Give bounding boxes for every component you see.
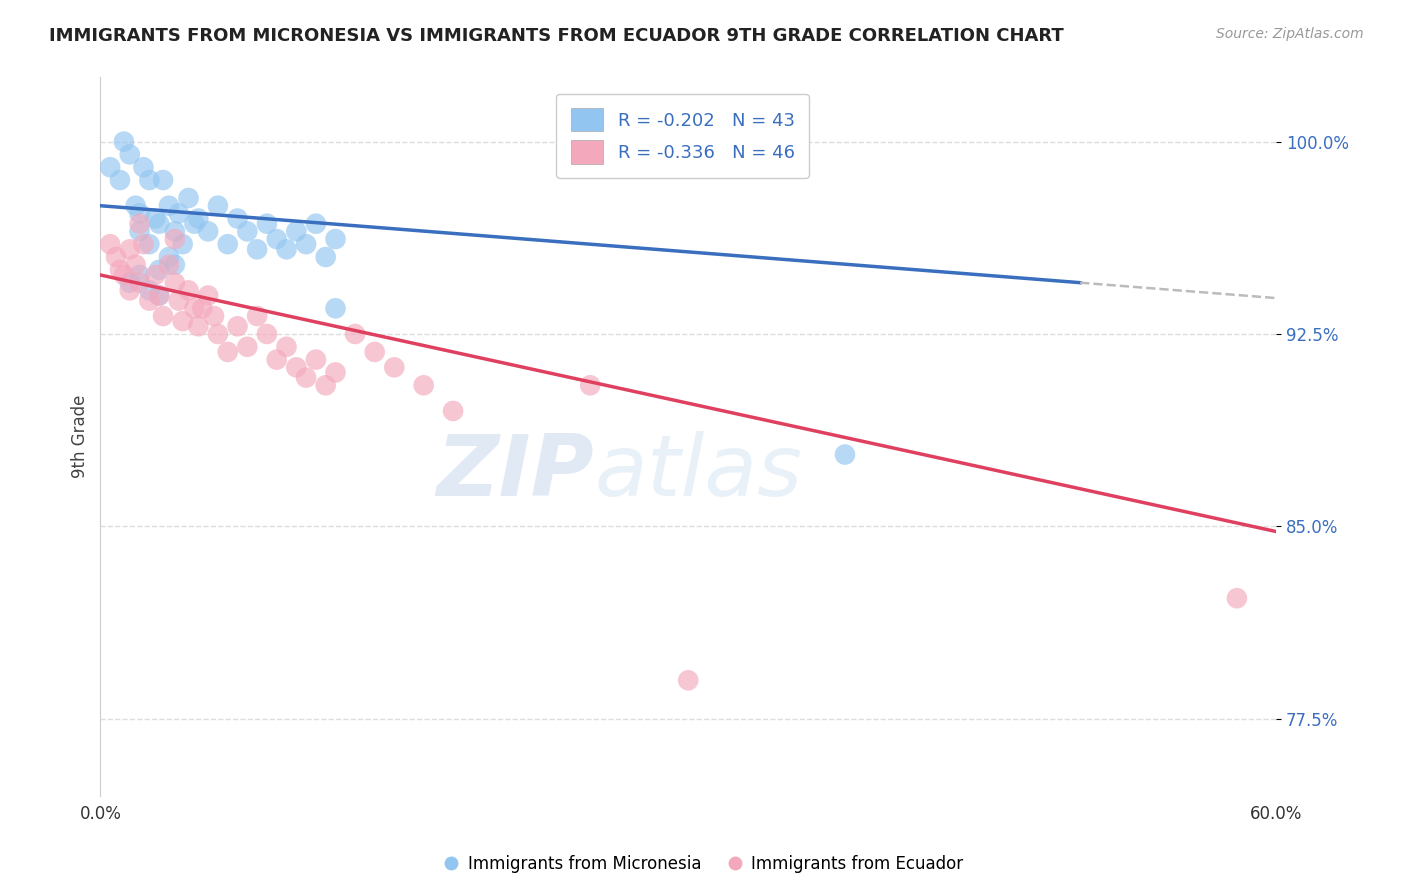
Point — [138, 284, 160, 298]
Point — [98, 160, 121, 174]
Point — [163, 224, 186, 238]
Point — [143, 211, 166, 226]
Point — [128, 224, 150, 238]
Point — [148, 263, 170, 277]
Point — [187, 319, 209, 334]
Point — [98, 237, 121, 252]
Point — [315, 250, 337, 264]
Point — [197, 288, 219, 302]
Point — [138, 237, 160, 252]
Point — [305, 217, 328, 231]
Text: atlas: atlas — [595, 431, 803, 514]
Point — [118, 147, 141, 161]
Point — [163, 232, 186, 246]
Point — [579, 378, 602, 392]
Point — [285, 224, 308, 238]
Point — [256, 326, 278, 341]
Point — [163, 276, 186, 290]
Point — [118, 243, 141, 257]
Point — [285, 360, 308, 375]
Point — [246, 309, 269, 323]
Point — [276, 340, 298, 354]
Point — [112, 268, 135, 282]
Point — [325, 366, 347, 380]
Y-axis label: 9th Grade: 9th Grade — [72, 395, 89, 478]
Point — [132, 237, 155, 252]
Point — [226, 319, 249, 334]
Point — [128, 217, 150, 231]
Point — [128, 268, 150, 282]
Point — [217, 345, 239, 359]
Point — [112, 135, 135, 149]
Point — [152, 309, 174, 323]
Point — [266, 352, 288, 367]
Point — [143, 268, 166, 282]
Point — [152, 173, 174, 187]
Point — [183, 217, 205, 231]
Point — [157, 199, 180, 213]
Point — [382, 360, 405, 375]
Point — [118, 284, 141, 298]
Point — [441, 404, 464, 418]
Point — [172, 314, 194, 328]
Point — [124, 199, 146, 213]
Point — [148, 288, 170, 302]
Point — [138, 293, 160, 308]
Point — [276, 243, 298, 257]
Point — [676, 673, 699, 688]
Point — [207, 326, 229, 341]
Point — [138, 173, 160, 187]
Text: Source: ZipAtlas.com: Source: ZipAtlas.com — [1216, 27, 1364, 41]
Point — [325, 301, 347, 316]
Point — [108, 173, 131, 187]
Point — [172, 237, 194, 252]
Legend: R = -0.202   N = 43, R = -0.336   N = 46: R = -0.202 N = 43, R = -0.336 N = 46 — [557, 94, 808, 178]
Legend: Immigrants from Micronesia, Immigrants from Ecuador: Immigrants from Micronesia, Immigrants f… — [436, 848, 970, 880]
Point — [1226, 591, 1249, 606]
Point — [834, 448, 856, 462]
Point — [266, 232, 288, 246]
Point — [124, 258, 146, 272]
Point — [363, 345, 385, 359]
Point — [167, 206, 190, 220]
Point — [197, 224, 219, 238]
Point — [315, 378, 337, 392]
Point — [167, 293, 190, 308]
Point — [105, 250, 128, 264]
Point — [187, 211, 209, 226]
Point — [183, 301, 205, 316]
Point — [207, 199, 229, 213]
Point — [344, 326, 367, 341]
Point — [163, 258, 186, 272]
Point — [236, 340, 259, 354]
Text: ZIP: ZIP — [436, 431, 595, 514]
Point — [128, 276, 150, 290]
Point — [305, 352, 328, 367]
Point — [128, 206, 150, 220]
Point — [118, 276, 141, 290]
Point — [132, 160, 155, 174]
Point — [191, 301, 214, 316]
Text: IMMIGRANTS FROM MICRONESIA VS IMMIGRANTS FROM ECUADOR 9TH GRADE CORRELATION CHAR: IMMIGRANTS FROM MICRONESIA VS IMMIGRANTS… — [49, 27, 1064, 45]
Point — [295, 370, 318, 384]
Point — [108, 263, 131, 277]
Point — [202, 309, 225, 323]
Point — [236, 224, 259, 238]
Point — [148, 288, 170, 302]
Point — [412, 378, 434, 392]
Point — [177, 284, 200, 298]
Point — [177, 191, 200, 205]
Point — [325, 232, 347, 246]
Point — [157, 258, 180, 272]
Point — [226, 211, 249, 226]
Point — [246, 243, 269, 257]
Point — [295, 237, 318, 252]
Point — [148, 217, 170, 231]
Point — [217, 237, 239, 252]
Point — [157, 250, 180, 264]
Point — [256, 217, 278, 231]
